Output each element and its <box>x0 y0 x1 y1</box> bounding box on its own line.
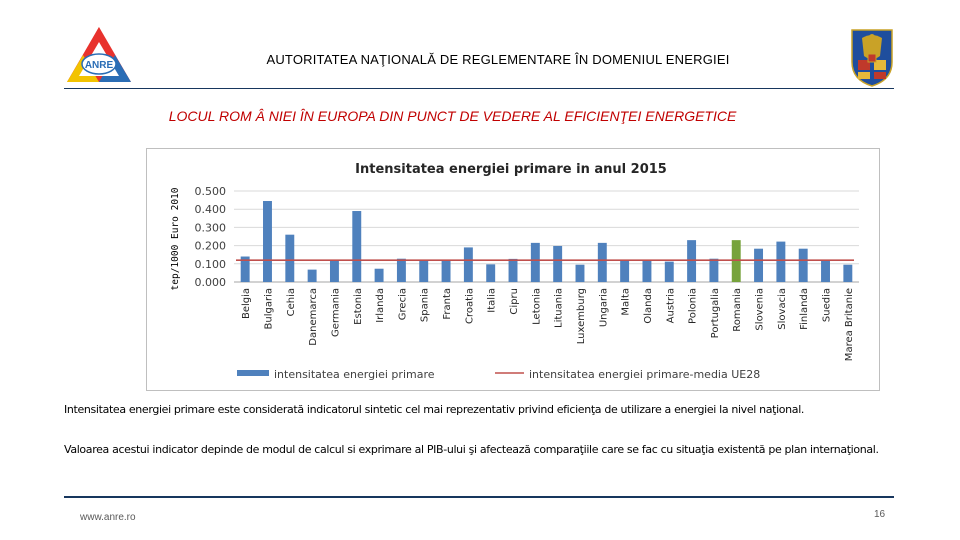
x-tick-label: Olanda <box>643 288 654 324</box>
x-tick-label: Danemarca <box>308 288 319 346</box>
legend-label-bars: intensitatea energiei primare <box>274 368 435 381</box>
bar-slovacia <box>776 241 786 282</box>
bar-portugalia <box>709 258 719 282</box>
bar-chart: Intensitatea energiei primare in anul 20… <box>170 162 859 381</box>
bar-bulgaria <box>263 201 272 282</box>
y-tick-label: 0.400 <box>195 203 227 216</box>
x-tick-label: Belgia <box>241 288 252 319</box>
bar-lituania <box>553 245 563 282</box>
bar-ungaria <box>597 242 607 282</box>
x-tick-label: Slovenia <box>755 288 766 331</box>
chart-container: Intensitatea energiei primare in anul 20… <box>146 148 880 391</box>
romania-coat-of-arms-icon <box>846 26 898 88</box>
x-tick-label: Austria <box>665 288 676 323</box>
x-tick-label: Franta <box>442 288 453 320</box>
anre-logo-icon: ANRE <box>64 24 134 86</box>
bar-slovenia <box>754 248 764 282</box>
bar-danemarca <box>307 269 317 282</box>
bar-spania <box>419 260 429 282</box>
page-number: 16 <box>874 509 886 520</box>
x-tick-label: Suedia <box>822 288 833 322</box>
bar-franta <box>441 260 451 282</box>
chart-title: Intensitatea energiei primare in anul 20… <box>355 162 667 177</box>
x-tick-label: Malta <box>621 288 632 316</box>
x-tick-label: Italia <box>487 288 498 313</box>
section-title: LOCUL ROM Â NIEI ÎN EUROPA DIN PUNCT DE … <box>168 108 737 124</box>
bar-irlanda <box>374 268 384 282</box>
footer-url[interactable]: www.anre.ro <box>80 512 136 523</box>
x-tick-label: Cehia <box>286 288 297 316</box>
x-tick-label: Irlanda <box>375 288 386 323</box>
x-tick-label: Cipru <box>509 288 520 315</box>
x-tick-label: Ungaria <box>598 288 609 327</box>
y-tick-label: 0.000 <box>195 276 227 289</box>
y-tick-label: 0.100 <box>195 258 227 271</box>
paragraph-calculation: Valoarea acestui indicator depinde de mo… <box>64 443 879 456</box>
x-tick-label: Grecia <box>397 288 408 320</box>
paragraph-definition: Intensitatea energiei primare este consi… <box>64 403 805 416</box>
bar-germania <box>329 260 339 282</box>
footer-divider <box>64 496 894 498</box>
y-axis-label: tep/1000 Euro 2010 <box>170 187 181 290</box>
x-tick-label: Portugalia <box>710 288 721 338</box>
y-tick-label: 0.500 <box>195 185 227 198</box>
x-tick-label: Spania <box>420 288 431 322</box>
legend-bar-swatch <box>237 370 269 376</box>
bar-belgia <box>240 256 250 282</box>
x-tick-label: Bulgaria <box>263 288 274 329</box>
x-tick-label: Polonia <box>688 288 699 324</box>
y-tick-label: 0.200 <box>195 240 227 253</box>
legend-label-average: intensitatea energiei primare-media UE28 <box>529 368 760 381</box>
x-tick-label: Romania <box>732 288 743 332</box>
x-tick-label: Marea Britanie <box>844 288 855 361</box>
bar-italia <box>486 264 496 282</box>
y-tick-label: 0.300 <box>195 221 227 234</box>
bar-marea-britanie <box>843 264 853 282</box>
header-divider <box>64 88 894 89</box>
x-tick-label: Lituania <box>554 288 565 328</box>
x-tick-label: Croatia <box>464 288 475 324</box>
bar-luxemburg <box>575 264 585 282</box>
bar-romania <box>731 240 741 282</box>
x-tick-label: Germania <box>330 288 341 337</box>
bar-malta <box>620 260 630 282</box>
bar-austria <box>664 261 674 282</box>
organization-title: AUTORITATEA NAŢIONALĂ DE REGLEMENTARE ÎN… <box>266 52 730 67</box>
bar-cehia <box>285 234 295 282</box>
bar-olanda <box>642 260 652 282</box>
bar-finlanda <box>798 248 808 282</box>
x-tick-label: Slovacia <box>777 288 788 330</box>
x-tick-label: Estonia <box>353 288 364 325</box>
x-tick-label: Letonia <box>531 288 542 325</box>
bar-croatia <box>463 247 473 282</box>
bar-letonia <box>530 242 540 282</box>
bar-cipru <box>508 258 518 282</box>
logo-text: ANRE <box>85 60 114 71</box>
x-tick-label: Luxemburg <box>576 288 587 344</box>
bar-suedia <box>821 260 830 282</box>
x-tick-label: Finlanda <box>799 288 810 330</box>
bar-grecia <box>396 258 406 282</box>
bar-polonia <box>687 240 697 282</box>
bar-estonia <box>352 211 362 282</box>
